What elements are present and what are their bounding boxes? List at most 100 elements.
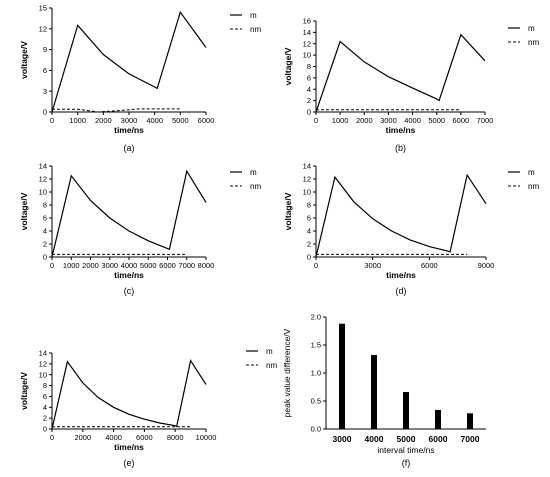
- x-tick-label: 4000: [121, 261, 138, 270]
- y-tick-label: 15: [39, 4, 47, 13]
- y-tick-label: 12: [303, 175, 311, 184]
- bar-6000: [435, 409, 441, 429]
- y-tick-label: 1.5: [311, 341, 321, 350]
- x-tick-label: 5000: [397, 434, 416, 444]
- y-tick-label: 4: [43, 403, 47, 412]
- x-tick-label: 2000: [82, 261, 99, 270]
- y-axis-label: voltage/V: [19, 192, 29, 230]
- y-axis-label: peak value difference/V: [282, 328, 292, 417]
- y-tick-label: 12: [39, 359, 47, 368]
- x-tick-label: 3000: [333, 434, 352, 444]
- x-axis-label: time/ns: [114, 442, 144, 452]
- bar-7000: [467, 413, 473, 429]
- series-m-line: [51, 10, 207, 113]
- legend: m nm: [508, 168, 539, 191]
- y-tick-label: 2: [43, 414, 47, 423]
- x-tick-label: 6000: [159, 261, 176, 270]
- series-m-line: [51, 359, 207, 430]
- series-nm-line: [52, 108, 181, 113]
- legend: m nm: [508, 24, 539, 47]
- x-tick-label: 3000: [380, 116, 397, 125]
- panel-2: 0 2 4 6 8 10 12 14 0 1000 2000 3000 4000 5000 6000 7000…: [19, 162, 261, 296]
- x-tick-label: 7000: [178, 261, 195, 270]
- legend-label-m: m: [266, 347, 273, 356]
- y-tick-label: 0.5: [311, 397, 321, 406]
- y-axis-label: voltage/V: [19, 41, 29, 79]
- y-axis-label: voltage/V: [283, 192, 293, 230]
- y-tick-label: 14: [303, 28, 311, 37]
- legend: m nm: [230, 168, 261, 191]
- x-tick-label: 4000: [146, 116, 163, 125]
- legend-label-m: m: [528, 168, 535, 177]
- legend: m nm: [230, 11, 261, 34]
- y-tick-label: 1.0: [311, 369, 321, 378]
- x-tick-label: 2000: [95, 116, 112, 125]
- bar-3000: [339, 323, 345, 429]
- y-tick-label: 6: [43, 66, 47, 75]
- x-tick-label: 6000: [453, 116, 470, 125]
- y-tick-label: 8: [307, 62, 311, 71]
- x-tick-label: 4000: [365, 434, 384, 444]
- legend-label-m: m: [528, 24, 535, 33]
- x-axis-label: interval time/ns: [377, 445, 434, 455]
- y-tick-label: 14: [303, 162, 311, 171]
- legend-label-nm: nm: [528, 182, 539, 191]
- x-tick-label: 6000: [421, 261, 438, 270]
- bar-5000: [403, 392, 409, 429]
- x-tick-label: 4000: [105, 433, 122, 442]
- bar-4000: [371, 355, 377, 429]
- y-tick-label: 16: [303, 17, 311, 26]
- y-tick-label: 6: [307, 214, 311, 223]
- legend-label-nm: nm: [250, 25, 261, 34]
- y-tick-label: 2: [307, 240, 311, 249]
- y-axis-label: voltage/V: [283, 47, 293, 85]
- panel-caption: (e): [124, 458, 135, 468]
- y-tick-label: 10: [39, 188, 47, 197]
- x-tick-label: 3000: [101, 261, 118, 270]
- legend: m nm: [246, 347, 277, 370]
- y-tick-label: 0.0: [311, 425, 321, 434]
- legend-label-nm: nm: [250, 182, 261, 191]
- x-tick-label: 1000: [63, 261, 80, 270]
- x-tick-label: 6000: [429, 434, 448, 444]
- panel-3: 0 2 4 6 8 10 12 14 0 3000 6000 9000 time/ns voltage/V…: [283, 162, 539, 296]
- y-tick-label: 4: [43, 227, 47, 236]
- y-tick-label: 14: [39, 162, 47, 171]
- y-tick-label: 2: [43, 240, 47, 249]
- x-tick-label: 6000: [136, 433, 153, 442]
- x-tick-label: 5000: [140, 261, 157, 270]
- legend-label-m: m: [250, 168, 257, 177]
- x-tick-label: 8000: [198, 261, 215, 270]
- panel-caption: (a): [124, 143, 135, 153]
- x-tick-label: 9000: [478, 261, 495, 270]
- x-axis-label: time/ns: [386, 125, 416, 135]
- legend-label-nm: nm: [528, 38, 539, 47]
- x-tick-label: 6000: [198, 116, 215, 125]
- y-tick-label: 10: [39, 370, 47, 379]
- x-tick-label: 0: [314, 116, 318, 125]
- y-tick-label: 4: [307, 227, 311, 236]
- panel-1: 0 2 4 6 8 10 12 14 16 0 1000 2000 3000 4000 5000 6000 70…: [283, 17, 539, 153]
- x-tick-label: 5000: [172, 116, 189, 125]
- y-tick-label: 10: [303, 188, 311, 197]
- x-tick-label: 5000: [428, 116, 445, 125]
- series-m-line: [315, 33, 486, 113]
- x-tick-label: 2000: [74, 433, 91, 442]
- x-axis-label: time/ns: [114, 125, 144, 135]
- x-tick-label: 4000: [404, 116, 421, 125]
- x-tick-label: 0: [50, 261, 54, 270]
- panel-caption: (c): [124, 286, 135, 296]
- x-tick-label: 0: [50, 116, 54, 125]
- legend-label-m: m: [250, 11, 257, 20]
- y-tick-label: 12: [39, 24, 47, 33]
- legend-label-nm: nm: [266, 361, 277, 370]
- y-tick-label: 0: [43, 253, 47, 262]
- x-tick-label: 10000: [196, 433, 217, 442]
- x-axis-label: time/ns: [114, 270, 144, 280]
- y-tick-label: 0: [307, 108, 311, 117]
- y-tick-label: 14: [39, 349, 47, 358]
- y-tick-label: 6: [43, 214, 47, 223]
- x-tick-label: 7000: [477, 116, 494, 125]
